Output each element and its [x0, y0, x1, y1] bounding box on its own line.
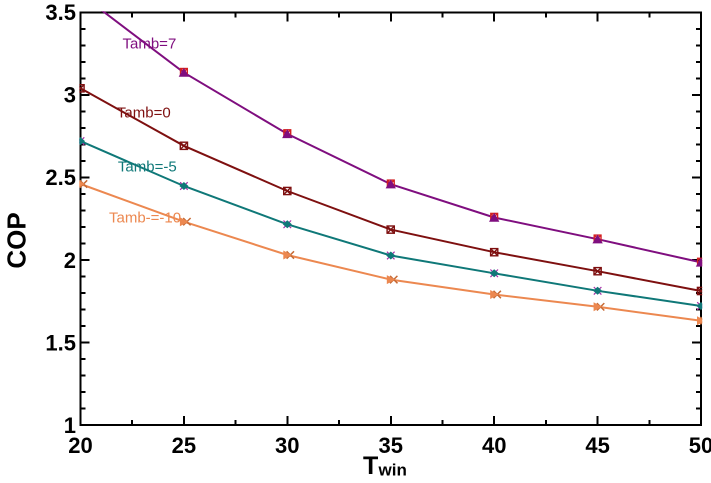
svg-text:35: 35	[379, 433, 403, 458]
svg-text:Tamb=7: Tamb=7	[123, 36, 177, 53]
svg-text:T: T	[363, 452, 378, 480]
svg-text:Tamb-=-10: Tamb-=-10	[109, 210, 181, 227]
svg-text:45: 45	[585, 433, 609, 458]
svg-text:50: 50	[689, 433, 711, 458]
svg-text:3.5: 3.5	[45, 0, 76, 25]
svg-text:3: 3	[64, 83, 76, 108]
svg-text:40: 40	[482, 433, 506, 458]
svg-text:1: 1	[64, 413, 76, 438]
svg-text:win: win	[378, 461, 407, 480]
svg-text:Tamb=-5: Tamb=-5	[118, 159, 177, 176]
svg-text:1.5: 1.5	[45, 330, 76, 355]
svg-text:2: 2	[64, 248, 76, 273]
svg-text:30: 30	[275, 433, 299, 458]
svg-text:COP: COP	[2, 212, 32, 268]
svg-text:2.5: 2.5	[45, 165, 76, 190]
svg-text:25: 25	[172, 433, 196, 458]
svg-text:Tamb=0: Tamb=0	[117, 105, 171, 122]
svg-text:20: 20	[68, 433, 92, 458]
